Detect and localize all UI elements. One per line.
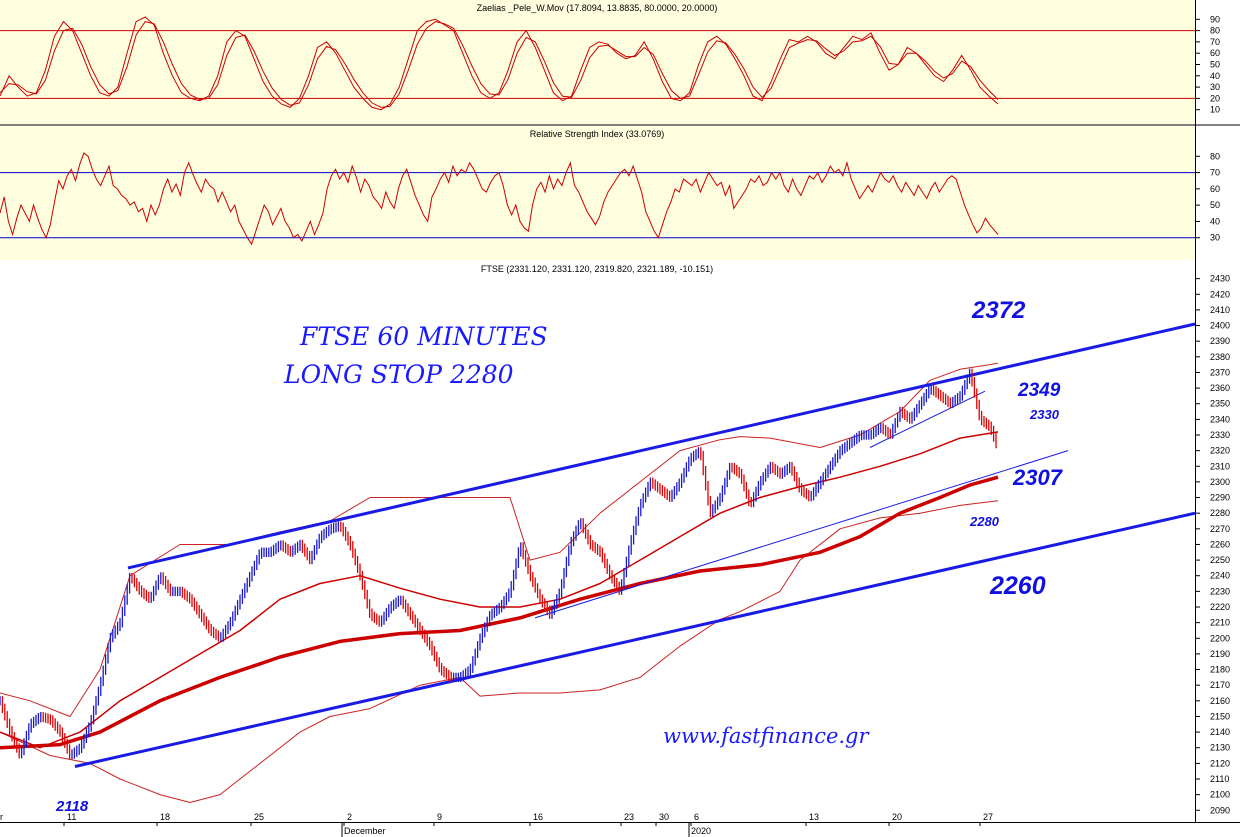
xtick-label: 30 (659, 812, 669, 822)
ftse-title: FTSE (2331.120, 2331.120, 2319.820, 2321… (481, 264, 713, 274)
website-label: www.fastfinance.gr (663, 724, 871, 748)
price-ytick-label: 2290 (1210, 493, 1230, 503)
rsi-ytick-label: 30 (1210, 233, 1220, 243)
price-plot (0, 322, 1196, 803)
price-ytick-label: 2100 (1210, 790, 1230, 800)
price-ytick-label: 2280 (1210, 508, 1230, 518)
price-ytick-label: 2190 (1210, 649, 1230, 659)
zaelias-ytick-label: 60 (1210, 48, 1220, 58)
price-ytick-label: 2380 (1210, 352, 1230, 362)
xtick-label: 6 (694, 812, 699, 822)
zaelias-ytick-label: 50 (1210, 60, 1220, 70)
annotation-title-line2: LONG STOP 2280 (283, 360, 514, 389)
rsi-plot (0, 152, 1195, 246)
zaelias-title: Zaelias _Pele_W.Mov (17.8094, 13.8835, 8… (477, 3, 718, 13)
rsi-ytick-label: 60 (1210, 184, 1220, 194)
price-ytick-label: 2170 (1210, 680, 1230, 690)
trendline-mid (534, 450, 1069, 619)
price-ytick-label: 2310 (1210, 461, 1230, 471)
level-label-2260: 2260 (989, 572, 1046, 600)
zaelias-ytick-label: 30 (1210, 82, 1220, 92)
trendline-lower (74, 511, 1196, 768)
rsi-ytick-label: 70 (1210, 168, 1220, 178)
level-label-2307: 2307 (1012, 465, 1064, 490)
trendline-short (869, 390, 986, 448)
price-ytick-label: 2140 (1210, 727, 1230, 737)
zaelias-ytick-label: 80 (1210, 26, 1220, 36)
level-label-2349: 2349 (1017, 380, 1061, 401)
price-ytick-label: 2430 (1210, 274, 1230, 284)
xtick-label-left-fragment: r (0, 812, 3, 822)
y-axis: 1020304050607080903040506070802090210021… (1195, 14, 1230, 815)
rsi-ytick-label: 50 (1210, 200, 1220, 210)
month-label: December (344, 826, 386, 836)
xtick-label: 11 (67, 812, 76, 822)
zaelias-series-1 (0, 16, 999, 111)
price-ytick-label: 2260 (1210, 539, 1230, 549)
price-ytick-label: 2270 (1210, 524, 1230, 534)
xtick-label: 16 (533, 812, 543, 822)
price-ytick-label: 2220 (1210, 602, 1230, 612)
rsi-title: Relative Strength Index (33.0769) (530, 129, 665, 139)
price-ytick-label: 2180 (1210, 665, 1230, 675)
moving-average-short (0, 431, 999, 749)
price-ytick-label: 2320 (1210, 446, 1230, 456)
price-ytick-label: 2160 (1210, 696, 1230, 706)
price-ytick-label: 2330 (1210, 430, 1230, 440)
zaelias-ytick-label: 40 (1210, 71, 1220, 81)
price-ytick-label: 2390 (1210, 336, 1230, 346)
zaelias-ytick-label: 90 (1210, 14, 1220, 24)
price-ytick-label: 2120 (1210, 758, 1230, 768)
xtick-label: 25 (254, 812, 264, 822)
price-ytick-label: 2110 (1210, 774, 1229, 784)
xtick-label: 9 (437, 812, 442, 822)
price-ytick-label: 2230 (1210, 586, 1230, 596)
level-label-2280: 2280 (969, 514, 1000, 529)
zaelias-ytick-label: 70 (1210, 37, 1220, 47)
price-ytick-label: 2240 (1210, 571, 1230, 581)
xtick-label: 27 (983, 812, 993, 822)
zaelias-plot (0, 16, 1195, 111)
xtick-label: 18 (160, 812, 170, 822)
bollinger-lower-line (0, 500, 999, 803)
trendline-upper (127, 322, 1196, 570)
level-label-2118: 2118 (55, 798, 89, 815)
price-ytick-label: 2130 (1210, 743, 1230, 753)
rsi-series-1 (0, 152, 999, 246)
rsi-ytick-label: 40 (1210, 216, 1220, 226)
price-ytick-label: 2420 (1210, 289, 1230, 299)
price-ytick-label: 2250 (1210, 555, 1230, 565)
month-label: 2020 (691, 826, 711, 836)
rsi-ytick-label: 80 (1210, 151, 1220, 161)
price-ytick-label: 2300 (1210, 477, 1230, 487)
xtick-label: 13 (809, 812, 819, 822)
price-ytick-label: 2150 (1210, 711, 1230, 721)
price-ytick-label: 2090 (1210, 805, 1230, 815)
price-ytick-label: 2410 (1210, 305, 1230, 315)
xtick-label: 2 (347, 812, 352, 822)
price-panel (0, 260, 1195, 822)
zaelias-panel (0, 0, 1195, 124)
price-ytick-label: 2210 (1210, 618, 1230, 628)
bollinger-upper-line (0, 362, 999, 717)
price-ytick-label: 2360 (1210, 383, 1230, 393)
price-ytick-label: 2340 (1210, 414, 1230, 424)
level-label-2372: 2372 (971, 297, 1026, 324)
price-ytick-label: 2370 (1210, 367, 1230, 377)
zaelias-ytick-label: 20 (1210, 93, 1220, 103)
x-axis: 11 18 25 2 9 16 23 30 6 13 20 27 December 2020 r (0, 812, 993, 837)
xtick-label: 20 (892, 812, 902, 822)
price-ytick-label: 2350 (1210, 399, 1230, 409)
price-ytick-label: 2400 (1210, 321, 1230, 331)
price-ytick-label: 2200 (1210, 633, 1230, 643)
level-label-2330: 2330 (1029, 407, 1060, 422)
annotation-title-line1: FTSE 60 MINUTES (299, 322, 548, 351)
zaelias-ytick-label: 10 (1210, 105, 1220, 115)
xtick-label: 23 (624, 812, 634, 822)
zaelias-series-2 (0, 21, 999, 108)
